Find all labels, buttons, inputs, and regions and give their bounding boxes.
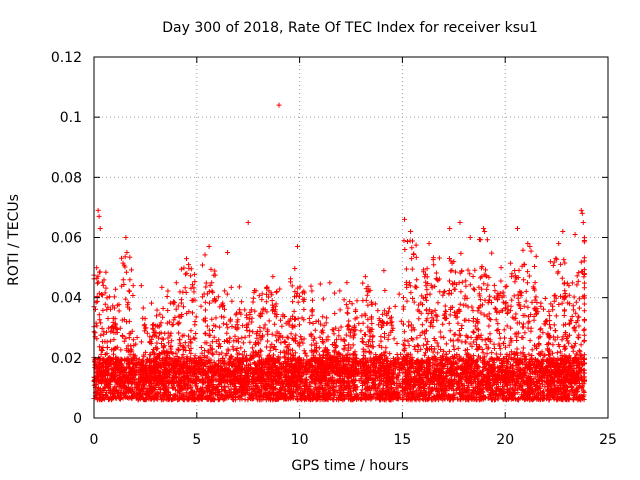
data-point — [188, 384, 194, 390]
data-point — [171, 384, 177, 390]
data-point — [214, 393, 220, 399]
data-points — [91, 102, 587, 403]
data-point — [195, 386, 200, 392]
data-point — [136, 356, 142, 362]
data-point — [414, 387, 420, 393]
data-point — [183, 390, 189, 396]
data-point — [459, 383, 465, 389]
data-point — [444, 373, 450, 379]
data-point — [353, 387, 359, 393]
data-point — [435, 397, 441, 403]
data-point — [508, 382, 514, 388]
data-point — [351, 382, 357, 388]
data-point — [141, 386, 147, 392]
data-point — [186, 391, 192, 397]
data-point — [469, 361, 475, 367]
